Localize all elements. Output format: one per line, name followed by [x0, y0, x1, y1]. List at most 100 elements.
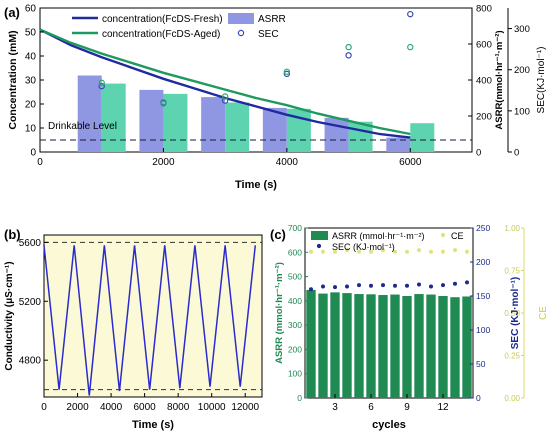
ce-point — [453, 248, 457, 253]
y-tick-label: 0 — [297, 393, 302, 403]
panel-a-ylabel: Concentration (mM) — [7, 30, 19, 129]
sec-point — [369, 283, 373, 288]
asrr-bar — [378, 295, 388, 398]
panel-b-xlabel: Time (s) — [132, 419, 174, 431]
y-tick-label: 50 — [25, 28, 37, 39]
panel-a-ylabel-asrr: ASRR(mmol·hr⁻¹·m⁻²) — [494, 30, 505, 129]
panel-a-xlabel: Time (s) — [235, 179, 277, 191]
legend-fresh-label: concentration(FcDS-Fresh) — [102, 14, 223, 25]
y-tick-label: 5200 — [19, 297, 42, 308]
sec-point — [345, 284, 349, 289]
y-tick-label: 60 — [25, 4, 37, 15]
asrr-bar — [426, 294, 436, 398]
x-tick-label: 3 — [332, 402, 338, 413]
sec-marker-fresh — [345, 52, 352, 59]
ce-tick-label: 0.25 — [504, 352, 520, 361]
x-tick-label: 4000 — [276, 157, 299, 168]
legend-aged-label: concentration(FcDS-Aged) — [102, 29, 220, 40]
asrr-bar-aged — [225, 102, 250, 152]
asrr-bar — [450, 297, 460, 398]
legend-c-ce-marker — [440, 232, 446, 238]
ce-tick-label: 1.00 — [504, 224, 520, 233]
panel-c-frame — [304, 227, 474, 399]
asrr-tick-label: 0 — [476, 148, 481, 159]
sec-marker-aged — [98, 79, 105, 87]
asrr-bar-aged — [163, 93, 188, 152]
sec-tick-label: 150 — [476, 291, 490, 301]
y-tick-label: 20 — [25, 100, 37, 111]
legend-c-sec-marker — [316, 243, 322, 249]
legend-c-asrr-swatch — [311, 231, 328, 240]
conductivity-line — [43, 245, 257, 396]
sec-tick-label: 300 — [514, 24, 530, 35]
asrr-bar — [438, 296, 448, 398]
legend-asrr-swatch — [228, 13, 254, 24]
asrr-bar — [342, 293, 352, 398]
legend-c-asrr-label: ASRR (mmol·hr⁻¹·m⁻²) — [332, 231, 425, 241]
ce-point — [321, 249, 325, 254]
sec-marker-aged — [221, 93, 229, 100]
panel-c-ylabel: ASRR (mmol·hr⁻¹·m⁻²) — [274, 262, 285, 364]
x-tick-label: 12 — [437, 402, 449, 413]
ce-point — [417, 248, 421, 253]
asrr-bar — [462, 296, 472, 398]
sec-point — [417, 282, 421, 287]
sec-tick-label: 100 — [514, 106, 530, 117]
y-tick-label: 200 — [288, 344, 302, 354]
asrr-bar-fresh — [201, 97, 226, 152]
sec-point — [453, 281, 457, 286]
asrr-tick-label: 800 — [476, 4, 492, 15]
y-tick-label: 500 — [288, 272, 302, 282]
x-tick-label: 6000 — [399, 157, 422, 168]
asrr-bar-fresh — [77, 75, 102, 152]
asrr-bar — [390, 294, 400, 398]
asrr-bar-fresh — [262, 107, 287, 152]
asrr-bar-fresh — [386, 137, 411, 152]
panel-b: (b) 0 2000 4000 6000 8000 10000 12000 4800 5200 5… — [4, 227, 263, 431]
panel-a-label: (a) — [4, 5, 20, 20]
asrr-bar-fresh — [139, 89, 164, 152]
panel-c-label: (c) — [270, 227, 286, 242]
y-tick-label: 600 — [288, 247, 302, 257]
panel-b-frame — [43, 234, 263, 398]
ce-point — [465, 249, 469, 254]
sec-tick-label: 0 — [476, 393, 481, 403]
x-tick-label: 12000 — [231, 402, 259, 413]
y-tick-label: 30 — [25, 76, 37, 87]
x-tick-label: 6 — [368, 402, 374, 413]
asrr-tick-label: 400 — [476, 76, 492, 87]
x-tick-label: 9 — [404, 402, 410, 413]
drinkable-level-label: Drinkable Level — [48, 121, 117, 132]
sec-marker-fresh — [221, 97, 229, 104]
asrr-bar — [402, 296, 412, 398]
ce-point — [381, 248, 385, 253]
sec-point — [465, 280, 469, 285]
asrr-bar — [366, 294, 376, 398]
sec-point — [441, 283, 445, 288]
panel-b-ylabel: Conductivity (μS·cm⁻¹) — [4, 261, 15, 370]
ce-point — [345, 248, 349, 253]
sec-tick-label: 0 — [514, 148, 519, 159]
sec-point — [321, 284, 325, 289]
x-tick-label: 2000 — [152, 157, 175, 168]
ce-point — [393, 249, 397, 254]
y-tick-label: 5600 — [19, 238, 42, 249]
asrr-bar-aged — [410, 123, 435, 152]
y-tick-label: 4800 — [19, 356, 42, 367]
ce-point — [441, 249, 445, 254]
sec-point — [381, 283, 385, 288]
sec-tick-label: 250 — [476, 223, 490, 233]
asrr-bar — [306, 289, 316, 398]
sec-point — [357, 283, 361, 288]
sec-point — [393, 283, 397, 288]
asrr-bar-aged — [348, 121, 373, 152]
asrr-bar — [354, 294, 364, 398]
sec-tick-label: 200 — [514, 65, 530, 76]
y-tick-label: 40 — [25, 52, 37, 63]
sec-marker-aged — [160, 100, 167, 107]
sec-point — [405, 283, 409, 288]
legend-asrr-label: ASRR — [258, 14, 286, 25]
asrr-bar — [414, 294, 424, 398]
asrr-bar — [330, 292, 340, 398]
panel-a-legend: concentration(FcDS-Fresh) concentration(… — [72, 13, 286, 40]
